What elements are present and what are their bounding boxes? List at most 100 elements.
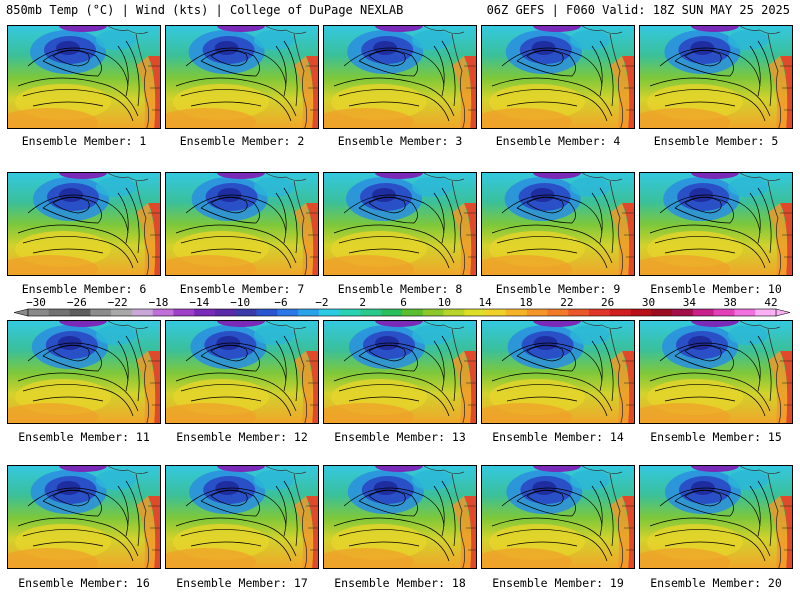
- contour-line: [185, 342, 287, 382]
- colorbar-low-arrow: [13, 308, 29, 317]
- contour-line: [343, 47, 445, 87]
- contour-line: [22, 236, 134, 269]
- contour-line: [200, 196, 260, 224]
- colorbar-graphic: −30 −26 −22 −18 −14 −10 −6 −2 2 6 10 14 18 22 26 30 34 38…: [13, 296, 791, 317]
- contour-line: [368, 50, 406, 67]
- arctic-region: [59, 321, 107, 327]
- arctic-region: [375, 173, 423, 179]
- colorbar-tick-label: 42: [764, 296, 777, 309]
- contour-line: [210, 50, 248, 67]
- ensemble-map-panel: [323, 465, 477, 569]
- ensemble-map-panel: [165, 465, 319, 569]
- contour-line: [441, 187, 456, 254]
- colorbar-tick-label: 22: [560, 296, 573, 309]
- contour-line: [117, 192, 129, 244]
- panel-caption: Ensemble Member: 15: [650, 430, 782, 444]
- ensemble-map-panel: [481, 465, 635, 569]
- coastline: [451, 473, 466, 568]
- contour-line: [117, 485, 129, 537]
- state-borders: [148, 65, 160, 111]
- colorbar-tick-label: −26: [67, 296, 87, 309]
- contour-line: [684, 490, 722, 507]
- state-borders: [780, 360, 792, 406]
- colorbar-swatch: [402, 309, 424, 316]
- contour-line: [22, 529, 134, 562]
- colorbar-tick-label: 10: [438, 296, 451, 309]
- coastline: [451, 180, 466, 275]
- arctic-region: [217, 321, 265, 327]
- panel-caption: Ensemble Member: 19: [492, 576, 624, 590]
- panel-caption: Ensemble Member: 14: [492, 430, 624, 444]
- ensemble-map-panel: [165, 172, 319, 276]
- contour-line: [52, 345, 90, 362]
- contour-line: [591, 340, 603, 392]
- contour-line: [358, 49, 418, 77]
- panel-caption: Ensemble Member: 11: [18, 430, 150, 444]
- ensemble-map-panel: [165, 25, 319, 129]
- ensemble-map-panel: [639, 25, 793, 129]
- contour-line: [348, 541, 420, 547]
- coastline: [609, 473, 624, 568]
- contour-line: [117, 45, 129, 97]
- contour-line: [599, 187, 614, 254]
- colorbar-tick-label: −18: [149, 296, 169, 309]
- contour-line: [175, 224, 297, 264]
- state-borders: [306, 65, 318, 111]
- contour-line: [516, 49, 576, 77]
- map-graphic: [324, 321, 476, 423]
- contour-line: [32, 396, 104, 402]
- coastline: [609, 328, 624, 423]
- arctic-region: [59, 466, 107, 472]
- contour-line: [283, 187, 298, 254]
- contour-line: [190, 541, 262, 547]
- colorbar-swatch: [464, 309, 486, 316]
- colorbar-swatch: [48, 309, 70, 316]
- contour-line: [185, 47, 287, 87]
- colorbar-swatch: [90, 309, 112, 316]
- colorbar-swatch: [526, 309, 548, 316]
- colorbar-swatch: [173, 309, 195, 316]
- map-graphic: [482, 466, 634, 568]
- arctic-region: [533, 26, 581, 32]
- contour-line: [358, 196, 418, 224]
- colorbar-tick-label: −30: [26, 296, 46, 309]
- state-borders: [306, 212, 318, 258]
- contour-line: [338, 89, 450, 122]
- ensemble-map-panel: [323, 172, 477, 276]
- contour-line: [654, 89, 766, 122]
- contour-line: [125, 480, 140, 547]
- contour-line: [684, 197, 722, 214]
- colorbar-swatch: [485, 309, 507, 316]
- contour-line: [27, 342, 129, 382]
- header-title: 850mb Temp (°C) | Wind (kts) | College o…: [6, 3, 404, 17]
- panel-caption: Ensemble Member: 4: [495, 134, 621, 148]
- colorbar-tick-label: −6: [274, 296, 287, 309]
- colorbar-swatch: [734, 309, 756, 316]
- contour-line: [27, 47, 129, 87]
- ensemble-map-panel: [7, 172, 161, 276]
- contour-line: [757, 480, 772, 547]
- contour-line: [526, 197, 564, 214]
- contour-line: [501, 342, 603, 382]
- colorbar-swatch: [589, 309, 611, 316]
- contour-line: [501, 47, 603, 87]
- contour-line: [180, 89, 292, 122]
- contour-line: [190, 396, 262, 402]
- contour-line: [659, 342, 761, 382]
- arctic-region: [217, 466, 265, 472]
- contour-line: [42, 344, 102, 372]
- contour-line: [659, 47, 761, 87]
- colorbar-swatch: [630, 309, 652, 316]
- contour-line: [343, 194, 445, 234]
- arctic-region: [691, 26, 739, 32]
- arctic-region: [59, 26, 107, 32]
- contour-line: [275, 485, 287, 537]
- colorbar-swatch: [131, 309, 153, 316]
- contour-line: [526, 490, 564, 507]
- colorbar-swatch: [69, 309, 91, 316]
- coastline: [135, 473, 150, 568]
- contour-line: [659, 487, 761, 527]
- contour-line: [275, 192, 287, 244]
- contour-line: [654, 529, 766, 562]
- map-graphic: [482, 321, 634, 423]
